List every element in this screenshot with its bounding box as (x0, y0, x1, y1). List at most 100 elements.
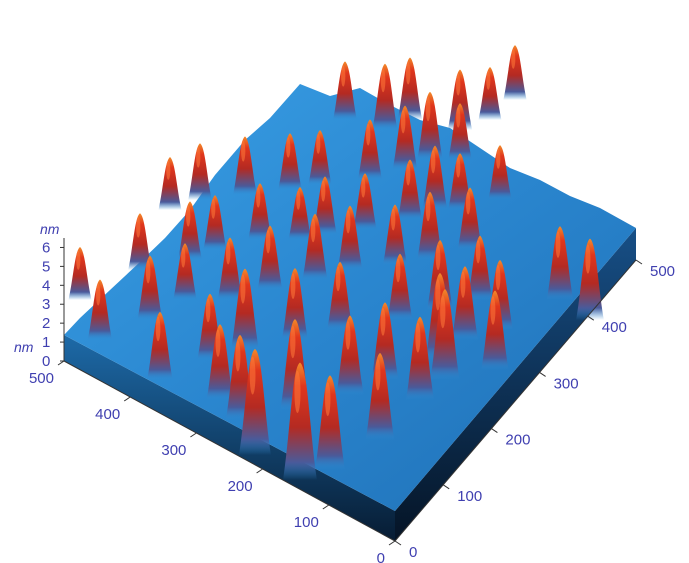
surface-peak-highlight (225, 241, 231, 265)
surface-peak-highlight (406, 163, 411, 186)
surface-peak-highlight (166, 160, 171, 180)
surface-peak (336, 315, 364, 395)
surface-peak (278, 133, 302, 190)
surface-peak-highlight (361, 177, 366, 198)
surface-peak (248, 183, 272, 240)
x-tick-mark (635, 259, 643, 265)
surface-peak-highlight (76, 250, 81, 270)
x-tick-label: 500 (650, 263, 675, 280)
surface-peak (302, 213, 328, 280)
surface-peaks (68, 45, 604, 480)
surface-peak (257, 225, 283, 290)
surface-peak (488, 145, 512, 200)
surface-peak-highlight (215, 329, 221, 357)
surface-peak-highlight (440, 295, 446, 329)
surface-peak (283, 362, 317, 480)
surface-peak-highlight (155, 316, 161, 342)
surface-side-left (64, 335, 395, 541)
surface-peak-highlight (380, 307, 386, 336)
y-tick-mark (388, 540, 396, 546)
surface-group (64, 45, 636, 541)
surface-peak-highlight (290, 273, 296, 300)
surface-peak (313, 176, 337, 235)
surface-peak-highlight (96, 283, 101, 306)
surface-peak (478, 67, 502, 120)
y-tick-label: 400 (95, 406, 120, 423)
surface-peak (382, 204, 408, 265)
x-tick-label: 0 (409, 544, 417, 561)
surface-peak-highlight (310, 218, 316, 243)
surface-peak (365, 352, 395, 440)
surface-peak-highlight (555, 231, 561, 258)
y-tick-label: 500 (29, 370, 54, 387)
surface-peak-highlight (460, 271, 466, 298)
surface-peak-highlight (456, 73, 461, 96)
surface-peak (87, 279, 113, 340)
y-tick-mark (123, 396, 131, 402)
z-tick-label: 4 (42, 277, 50, 294)
surface-peak-highlight (490, 296, 496, 325)
surface-peak-highlight (321, 180, 326, 202)
surface-peak (451, 266, 479, 340)
surface-peak-highlight (405, 61, 411, 85)
surface-peak-highlight (241, 140, 246, 162)
surface-peak (315, 375, 345, 470)
surface-peak (417, 191, 443, 260)
surface-peak-highlight (335, 266, 341, 292)
surface-peak (448, 153, 472, 210)
surface-peak-highlight (290, 325, 296, 359)
surface-peak-highlight (265, 230, 271, 254)
surface-peak (357, 119, 383, 180)
surface-peak-highlight (196, 147, 201, 168)
surface-peak-highlight (495, 264, 501, 291)
z-unit-label: nm (40, 221, 60, 237)
surface-peak-highlight (294, 370, 301, 414)
surface-peak-highlight (391, 208, 396, 231)
surface-peak (217, 237, 243, 300)
surface-peak (405, 316, 435, 400)
surface-peak (203, 195, 227, 250)
surface-peak (457, 187, 483, 250)
axes-group: 0 1 2 3 4 5 6 0 100 200 300 400 500 0 100 200 300 400 50… (14, 221, 675, 563)
y-tick-label: 300 (161, 442, 186, 459)
surface-peak-highlight (465, 191, 471, 215)
surface-peak-highlight (415, 322, 421, 353)
surface-peak-highlight (486, 70, 491, 90)
y-tick-mark (190, 432, 197, 438)
surface-peak-highlight (186, 205, 191, 227)
x-tick-mark (394, 540, 402, 546)
surface-peak (281, 268, 309, 340)
z-unit-label-lower: nm (14, 339, 34, 355)
surface-peak-highlight (181, 247, 186, 268)
x-ticks: 0 100 200 300 400 500 (394, 259, 675, 561)
surface-peak-highlight (249, 356, 256, 395)
surface-peak-highlight (235, 340, 241, 372)
surface-peak-highlight (316, 133, 321, 154)
surface-peak-highlight (345, 210, 351, 234)
surface-peak-highlight (145, 260, 151, 284)
surface-peak (327, 261, 353, 330)
surface-peak (387, 253, 413, 320)
x-tick-mark (587, 315, 595, 321)
surface-peak-highlight (136, 217, 141, 238)
surface-peak-highlight (240, 274, 246, 304)
surface-peak (288, 187, 312, 240)
surface-peak-highlight (375, 359, 381, 391)
surface-peak (206, 324, 234, 400)
surface-peak (188, 143, 212, 200)
y-axis-line (63, 360, 396, 542)
surface-peak (337, 205, 363, 270)
z-tick-label: 5 (42, 258, 50, 275)
surface-peak-highlight (345, 321, 351, 350)
surface-peak (239, 349, 271, 455)
surface-peak (68, 247, 92, 300)
x-tick-label: 300 (554, 375, 579, 392)
surface-peak-highlight (325, 382, 331, 417)
z-tick-label: 1 (42, 334, 50, 351)
y-tick-label: 100 (294, 514, 319, 531)
x-tick-label: 200 (505, 432, 530, 449)
y-tick-label: 200 (228, 478, 253, 495)
x-axis-line (394, 259, 637, 542)
z-tick-label: 6 (42, 239, 50, 256)
